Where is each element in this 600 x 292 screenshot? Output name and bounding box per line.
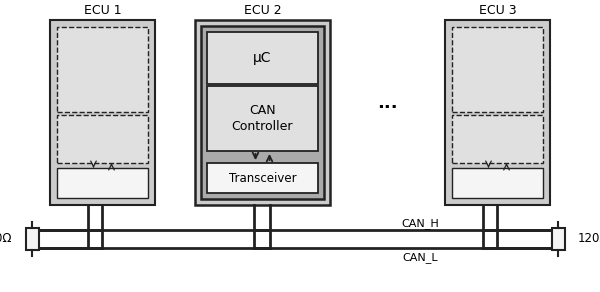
Text: μC: μC <box>253 51 272 65</box>
Bar <box>207 163 318 193</box>
Bar <box>57 115 148 163</box>
Bar <box>201 26 324 199</box>
Text: 120Ω: 120Ω <box>578 232 600 246</box>
Text: CAN_L: CAN_L <box>402 253 438 263</box>
Text: ECU 2: ECU 2 <box>244 4 281 17</box>
Bar <box>25 228 38 250</box>
Bar <box>50 20 155 205</box>
Bar <box>551 228 565 250</box>
Text: Transceiver: Transceiver <box>229 171 296 185</box>
Bar <box>452 168 543 198</box>
Text: ECU 1: ECU 1 <box>83 4 121 17</box>
Bar <box>445 20 550 205</box>
Text: CAN_H: CAN_H <box>401 218 439 230</box>
Bar <box>452 27 543 112</box>
Bar <box>57 168 148 198</box>
Text: ...: ... <box>377 94 398 112</box>
Text: ECU 3: ECU 3 <box>479 4 517 17</box>
Bar <box>207 32 318 84</box>
Bar <box>195 20 330 205</box>
Text: 120Ω: 120Ω <box>0 232 12 246</box>
Bar <box>452 115 543 163</box>
Bar <box>57 27 148 112</box>
Bar <box>207 86 318 151</box>
Text: CAN
Controller: CAN Controller <box>232 105 293 133</box>
